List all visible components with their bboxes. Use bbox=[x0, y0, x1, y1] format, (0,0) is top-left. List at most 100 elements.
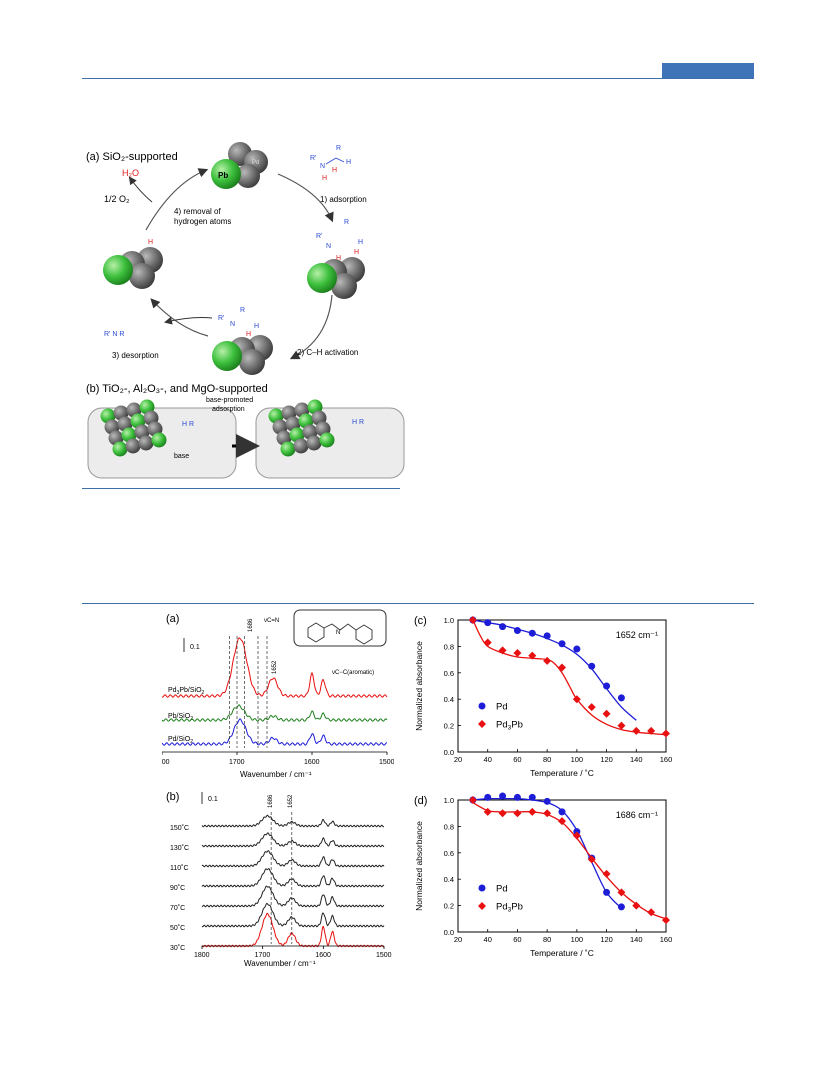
x-axis-label: Temperature / ˚C bbox=[530, 768, 594, 778]
xtick-label-a-2: 1600 bbox=[304, 759, 320, 766]
point-pd3pb-5 bbox=[543, 809, 552, 818]
cycle-arrow-4 bbox=[145, 168, 209, 231]
point-pd3pb-7 bbox=[572, 695, 581, 704]
ytick-label-4: 0.8 bbox=[444, 822, 454, 831]
point-pd-3 bbox=[513, 627, 521, 635]
step1-label: 1) adsorption bbox=[320, 195, 367, 204]
adsorbed-cluster: R' N R H H H bbox=[307, 219, 365, 299]
cycle-arrow-1 bbox=[277, 173, 334, 223]
xtick-label-a-0: 1800 bbox=[162, 759, 170, 766]
amine-left: H R bbox=[182, 421, 194, 428]
spectrum-trace-b-4 bbox=[201, 885, 385, 908]
xtick-label-3: 80 bbox=[543, 935, 551, 944]
point-pd-5 bbox=[543, 797, 551, 805]
legend-marker-1 bbox=[478, 902, 486, 910]
xtick-label-6: 140 bbox=[630, 755, 643, 764]
ytick-label-3: 0.6 bbox=[444, 849, 454, 858]
xtick-label-a-3: 1500 bbox=[379, 759, 394, 766]
nanoparticle-left bbox=[100, 399, 167, 457]
point-pd3pb-0 bbox=[468, 616, 477, 624]
svg-text:H: H bbox=[336, 255, 341, 262]
xtick-label-b-0: 1800 bbox=[194, 952, 210, 959]
peak-1652-label-a: 1652 bbox=[272, 660, 278, 674]
hydride-cluster: H bbox=[103, 239, 163, 289]
xtick-label-5: 120 bbox=[600, 935, 613, 944]
point-pd3pb-11 bbox=[632, 901, 641, 910]
oxygen-label: 1/2 O₂ bbox=[104, 194, 130, 204]
point-pd-4 bbox=[528, 793, 536, 801]
step2-label: 2) C–H activation bbox=[297, 348, 358, 357]
temp-label-0: 150˚C bbox=[170, 824, 189, 832]
xtick-label-1: 40 bbox=[484, 935, 492, 944]
point-pd-6 bbox=[558, 808, 566, 816]
ytick-label-5: 1.0 bbox=[444, 796, 454, 805]
svg-text:N: N bbox=[320, 163, 325, 170]
atom bbox=[125, 438, 141, 454]
point-pd3pb-1 bbox=[483, 638, 492, 647]
point-pd-6 bbox=[558, 640, 566, 648]
point-pd3pb-10 bbox=[617, 888, 626, 897]
nu-cn-label: νC=N bbox=[264, 618, 279, 624]
legend-marker-1 bbox=[478, 720, 486, 728]
cycle-arrow-2 bbox=[289, 294, 333, 360]
spectrum-trace-b-5 bbox=[201, 902, 385, 928]
svg-text:H: H bbox=[346, 159, 351, 166]
temp-label-6: 30˚C bbox=[170, 944, 185, 952]
spectrum-trace-b-6 bbox=[201, 912, 385, 948]
spectrum-trace-a-0 bbox=[162, 637, 388, 698]
atom bbox=[319, 432, 335, 448]
scheme-panel-a-title: (a) SiO₂-supported bbox=[86, 151, 178, 163]
point-pd-5 bbox=[543, 632, 551, 640]
panel-a-label: (a) bbox=[166, 613, 179, 625]
point-pd-1 bbox=[484, 793, 492, 801]
atom bbox=[306, 435, 322, 451]
legend-label-0: Pd bbox=[496, 884, 508, 895]
point-pd-10 bbox=[617, 694, 625, 702]
point-pd3pb-7 bbox=[572, 831, 581, 840]
trace-label-pd: Pd/SiO2 bbox=[168, 736, 193, 745]
point-pd3pb-4 bbox=[528, 807, 537, 816]
point-pd3pb-0 bbox=[468, 796, 477, 804]
svg-text:H: H bbox=[322, 175, 327, 182]
amine-right: H R bbox=[352, 419, 364, 426]
point-pd-7 bbox=[573, 645, 581, 653]
point-pd-10 bbox=[617, 903, 625, 911]
xtick-label-7: 160 bbox=[660, 935, 673, 944]
y-axis-label: Normalized absorbance bbox=[414, 821, 424, 911]
fit-line-pd3pb bbox=[472, 619, 667, 736]
svg-text:R': R' bbox=[218, 315, 224, 322]
svg-text:H: H bbox=[246, 331, 251, 338]
point-pd3pb-5 bbox=[543, 656, 552, 665]
svg-text:N: N bbox=[230, 321, 235, 328]
temp-label-1: 130˚C bbox=[170, 844, 189, 852]
amine-molecule: R'N HR HH bbox=[310, 145, 351, 182]
point-pd3pb-2 bbox=[498, 809, 507, 818]
atom bbox=[280, 441, 296, 457]
scheme-rule bbox=[82, 488, 400, 489]
imine-structure-box bbox=[293, 609, 387, 647]
activated-cluster: R' N R H H bbox=[212, 307, 273, 375]
xtick-label-2: 60 bbox=[513, 935, 521, 944]
atom bbox=[151, 432, 167, 448]
point-pd3pb-10 bbox=[617, 721, 626, 730]
spectrum-trace-a-1 bbox=[162, 704, 388, 722]
xtick-label-b-3: 1500 bbox=[376, 952, 392, 959]
ytick-label-1: 0.2 bbox=[444, 722, 454, 731]
ir-spectra-panel-b: (b) 0.1 1686 1652 150˚C 130˚C 110˚C 90˚C 70˚… bbox=[166, 791, 392, 968]
imine-desorbed: R' N R bbox=[104, 331, 124, 338]
point-pd3pb-1 bbox=[483, 807, 492, 816]
pd-label: Pd bbox=[252, 160, 259, 166]
plot-frame bbox=[457, 619, 667, 753]
point-pd-1 bbox=[484, 619, 492, 627]
ytick-label-2: 0.4 bbox=[444, 875, 454, 884]
point-pd-3 bbox=[513, 793, 521, 801]
xtick-label-1: 40 bbox=[484, 755, 492, 764]
atom bbox=[138, 435, 154, 451]
imine-n: N bbox=[336, 630, 340, 636]
ytick-label-4: 0.8 bbox=[444, 642, 454, 651]
point-pd3pb-6 bbox=[558, 663, 566, 672]
panel-label: (c) bbox=[414, 615, 427, 627]
xtick-label-3: 80 bbox=[543, 755, 551, 764]
svg-text:R: R bbox=[344, 219, 349, 226]
panel-b-label: (b) bbox=[166, 791, 179, 803]
